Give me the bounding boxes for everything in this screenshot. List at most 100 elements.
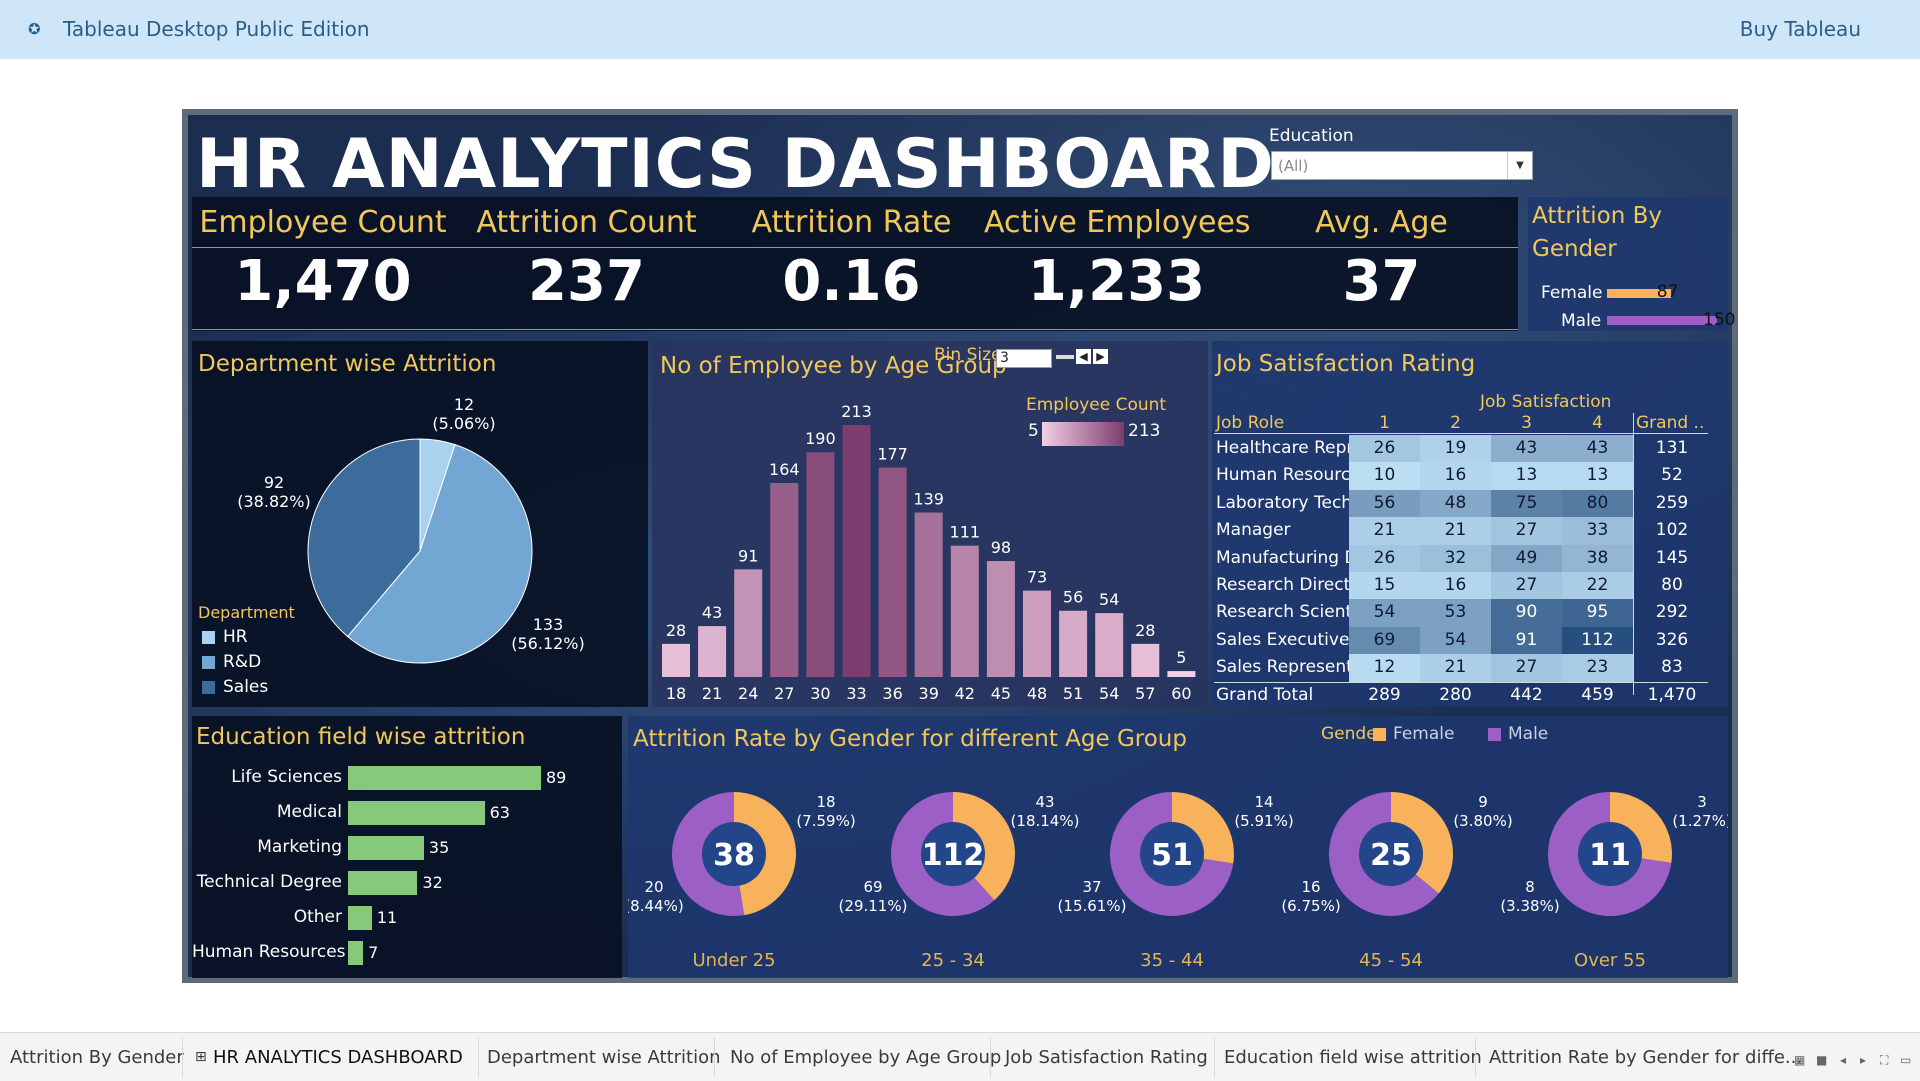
tab-hr-analytics-dashboard[interactable]: HR ANALYTICS DASHBOARD xyxy=(213,1047,463,1068)
age-bar[interactable] xyxy=(842,425,871,677)
age-bar[interactable] xyxy=(1131,643,1160,677)
pie-slice-rd[interactable] xyxy=(346,443,533,664)
pie-slice-sales[interactable] xyxy=(307,438,421,638)
kpi-attrition-rate-label: Attrition Rate xyxy=(751,205,952,240)
education-field-bar[interactable] xyxy=(348,836,424,860)
age-bar[interactable] xyxy=(1167,671,1196,677)
age-legend-gradient xyxy=(1042,422,1124,446)
job-sat-cell[interactable]: 13 xyxy=(1562,462,1633,490)
age-bar[interactable] xyxy=(950,545,979,677)
tab-scroll-left-icon[interactable]: ◂ xyxy=(1840,1053,1847,1067)
department-label-rd: 133 (56.12%) xyxy=(511,615,585,653)
job-sat-cell[interactable]: 49 xyxy=(1491,544,1562,572)
job-sat-cell[interactable]: 53 xyxy=(1420,599,1491,627)
present-icon[interactable]: ▭ xyxy=(1900,1053,1912,1067)
job-sat-cell[interactable]: 32 xyxy=(1420,544,1491,572)
education-filter-dropdown[interactable]: (All) ▼ xyxy=(1271,151,1533,180)
donut-slice-female[interactable] xyxy=(1391,792,1453,894)
job-sat-cell[interactable]: 56 xyxy=(1349,489,1420,518)
bin-size-input[interactable]: 3 xyxy=(996,349,1052,368)
job-sat-cell[interactable]: 69 xyxy=(1349,626,1420,655)
tab-scroll-right-icon[interactable]: ▸ xyxy=(1860,1053,1867,1067)
age-bar[interactable] xyxy=(1059,610,1088,677)
job-sat-cell[interactable]: 27 xyxy=(1491,654,1562,682)
age-bar[interactable] xyxy=(1023,590,1051,677)
tab-attrition-rate-by-gender[interactable]: Attrition Rate by Gender for diffe... xyxy=(1489,1047,1803,1068)
chevron-down-icon[interactable]: ▼ xyxy=(1507,152,1532,179)
job-sat-cell[interactable]: 21 xyxy=(1349,517,1420,545)
job-sat-cell[interactable]: 91 xyxy=(1491,626,1562,655)
age-tick-label: 57 xyxy=(1135,684,1155,703)
age-bar[interactable] xyxy=(770,482,799,677)
job-sat-cell[interactable]: 95 xyxy=(1562,599,1633,627)
job-sat-cell[interactable]: 23 xyxy=(1562,654,1633,682)
donut-age-group-label: 35 - 44 xyxy=(1140,950,1204,971)
tab-education-field-wise-attrition[interactable]: Education field wise attrition xyxy=(1224,1047,1482,1068)
job-sat-cell[interactable]: 16 xyxy=(1420,462,1491,490)
job-sat-cell[interactable]: 38 xyxy=(1562,544,1633,572)
job-sat-cell[interactable]: 48 xyxy=(1420,489,1491,518)
job-sat-cell[interactable]: 75 xyxy=(1491,489,1562,518)
job-sat-cell[interactable]: 54 xyxy=(1420,626,1491,655)
gender-bar-female[interactable] xyxy=(1607,289,1671,298)
age-bar-value-label: 177 xyxy=(877,445,908,464)
age-bar[interactable] xyxy=(698,626,727,677)
buy-tableau-link[interactable]: Buy Tableau xyxy=(1739,17,1861,41)
gender-bar-male[interactable] xyxy=(1607,316,1717,325)
age-bar[interactable] xyxy=(986,561,1015,677)
tab-job-satisfaction-rating[interactable]: Job Satisfaction Rating xyxy=(1005,1047,1208,1068)
age-bar[interactable] xyxy=(806,452,835,677)
grand-total-cell: 280 xyxy=(1439,684,1472,705)
age-bar[interactable] xyxy=(734,569,763,677)
job-sat-cell[interactable]: 27 xyxy=(1491,572,1562,600)
age-bar[interactable] xyxy=(662,643,690,677)
job-sat-cell[interactable]: 26 xyxy=(1349,435,1420,463)
fullscreen-icon[interactable]: ⛶ xyxy=(1880,1053,1889,1067)
age-group-title: No of Employee by Age Group xyxy=(660,353,1007,379)
education-field-bar[interactable] xyxy=(348,906,372,930)
donut-female-pct: (18.14%) xyxy=(1011,812,1080,830)
job-sat-cell[interactable]: 21 xyxy=(1420,517,1491,545)
job-sat-cell[interactable]: 16 xyxy=(1420,572,1491,600)
tab-department-wise-attrition[interactable]: Department wise Attrition xyxy=(487,1047,721,1068)
gender-value-female: 87 xyxy=(1656,282,1679,302)
education-field-bar[interactable] xyxy=(348,871,418,895)
job-sat-cell[interactable]: 26 xyxy=(1349,544,1420,572)
bin-size-prev-button[interactable]: ◀ xyxy=(1076,349,1091,364)
job-sat-cell[interactable]: 54 xyxy=(1349,599,1420,627)
job-sat-cell[interactable]: 21 xyxy=(1420,654,1491,682)
job-sat-cell[interactable]: 27 xyxy=(1491,517,1562,545)
job-sat-cell[interactable]: 90 xyxy=(1491,599,1562,627)
bin-size-next-button[interactable]: ▶ xyxy=(1093,349,1108,364)
job-sat-cell[interactable]: 10 xyxy=(1349,462,1420,490)
job-sat-cell[interactable]: 13 xyxy=(1491,462,1562,490)
job-sat-cell[interactable]: 43 xyxy=(1491,435,1562,463)
tab-attrition-by-gender[interactable]: Attrition By Gender xyxy=(10,1047,184,1068)
job-sat-cell[interactable]: 112 xyxy=(1562,626,1633,655)
donut-total-label: 11 xyxy=(1589,838,1631,873)
age-bar-value-label: 28 xyxy=(1135,621,1155,640)
tab-no-of-employee-by-age-group[interactable]: No of Employee by Age Group xyxy=(730,1047,1002,1068)
job-role-label: Human Resources xyxy=(1216,465,1366,486)
job-sat-cell[interactable]: 43 xyxy=(1562,435,1633,463)
grid-view-icon[interactable]: ▦ xyxy=(1794,1053,1806,1067)
age-tick-label: 24 xyxy=(738,684,758,703)
bin-size-slider[interactable] xyxy=(1056,355,1074,359)
bin-size-label: Bin Size xyxy=(934,345,1002,365)
age-bar[interactable] xyxy=(878,467,907,677)
job-sat-cell[interactable]: 12 xyxy=(1349,654,1420,682)
stop-icon[interactable]: ■ xyxy=(1816,1053,1828,1067)
education-field-bar[interactable] xyxy=(348,941,364,965)
job-sat-cell[interactable]: 33 xyxy=(1562,517,1633,545)
age-bar[interactable] xyxy=(1095,613,1124,677)
gender-attrition-panel: Attrition By Gender Female 87 Male 150 xyxy=(1528,197,1735,331)
job-sat-cell[interactable]: 19 xyxy=(1420,435,1491,463)
age-group-panel: No of Employee by Age Group Bin Size 3 ◀… xyxy=(652,341,1208,707)
job-sat-cell[interactable]: 80 xyxy=(1562,489,1633,518)
education-field-bar[interactable] xyxy=(348,801,485,825)
job-role-label: Healthcare Repr.. xyxy=(1216,438,1363,458)
age-bar[interactable] xyxy=(914,512,943,677)
education-field-bar[interactable] xyxy=(348,766,541,790)
job-sat-cell[interactable]: 15 xyxy=(1349,572,1420,600)
job-sat-cell[interactable]: 22 xyxy=(1562,572,1633,600)
